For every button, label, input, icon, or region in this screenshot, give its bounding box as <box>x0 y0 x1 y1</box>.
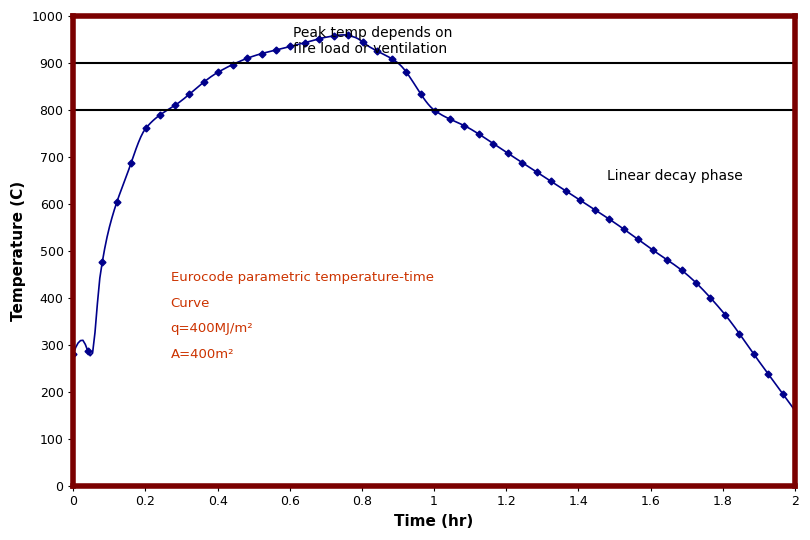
Text: Linear decay phase: Linear decay phase <box>608 168 743 183</box>
Text: q=400MJ/m²: q=400MJ/m² <box>171 322 254 335</box>
Text: Peak temp depends on
fire load or ventilation: Peak temp depends on fire load or ventil… <box>293 25 453 56</box>
Y-axis label: Temperature (C): Temperature (C) <box>11 181 26 321</box>
X-axis label: Time (hr): Time (hr) <box>394 514 474 529</box>
Text: Eurocode parametric temperature-time: Eurocode parametric temperature-time <box>171 271 433 284</box>
Text: Curve: Curve <box>171 296 210 309</box>
Text: A=400m²: A=400m² <box>171 348 234 361</box>
